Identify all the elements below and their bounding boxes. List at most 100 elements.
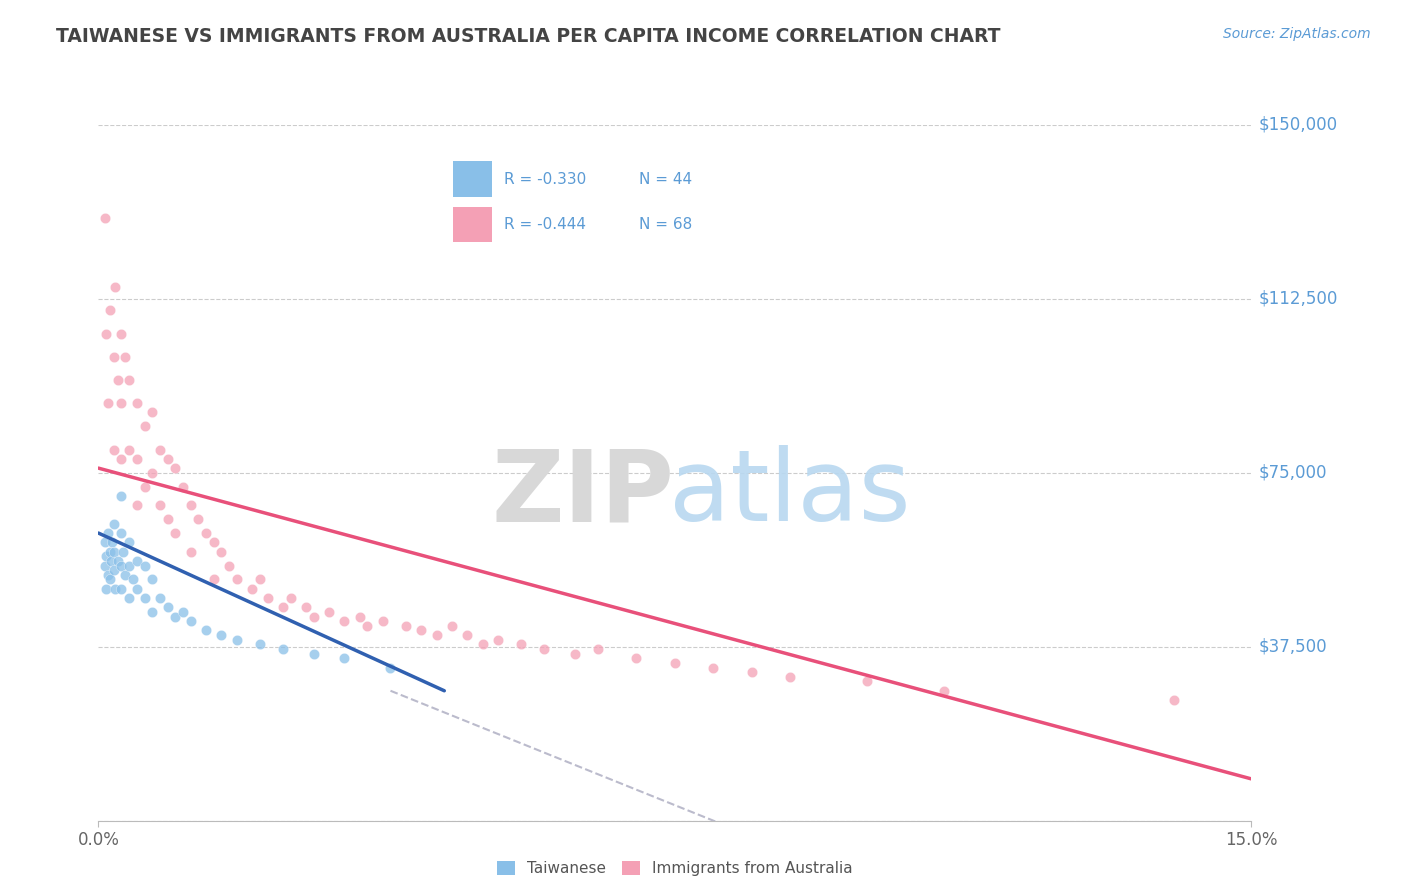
Point bbox=[180, 614, 202, 628]
Text: R = -0.330: R = -0.330 bbox=[505, 171, 586, 186]
Point bbox=[156, 451, 179, 466]
Point bbox=[195, 526, 218, 541]
Point bbox=[134, 419, 156, 434]
Point bbox=[318, 605, 340, 619]
Point bbox=[93, 558, 115, 573]
Point bbox=[118, 373, 141, 387]
Point bbox=[202, 573, 225, 587]
Point bbox=[156, 600, 179, 615]
Point bbox=[110, 396, 132, 410]
Point bbox=[149, 498, 172, 512]
Point bbox=[94, 549, 117, 564]
Point bbox=[103, 563, 125, 577]
Point bbox=[156, 512, 179, 526]
Point bbox=[122, 573, 145, 587]
Point bbox=[426, 628, 449, 642]
Point bbox=[280, 591, 302, 605]
Point bbox=[586, 642, 609, 657]
Point bbox=[94, 535, 117, 549]
Point bbox=[107, 554, 129, 568]
Point bbox=[125, 582, 148, 596]
Point bbox=[202, 535, 225, 549]
Point bbox=[141, 466, 163, 480]
Point bbox=[125, 451, 148, 466]
FancyBboxPatch shape bbox=[453, 161, 492, 196]
Point bbox=[165, 526, 187, 541]
Point bbox=[626, 651, 648, 665]
Point bbox=[134, 591, 156, 605]
Point bbox=[125, 554, 148, 568]
FancyBboxPatch shape bbox=[453, 207, 492, 243]
Point bbox=[110, 326, 132, 341]
Point bbox=[180, 498, 202, 512]
Point bbox=[141, 573, 163, 587]
Point bbox=[104, 280, 127, 294]
Point bbox=[440, 619, 463, 633]
Point bbox=[114, 567, 136, 582]
Point bbox=[856, 674, 879, 689]
Point bbox=[125, 498, 148, 512]
Point bbox=[395, 619, 418, 633]
Text: $112,500: $112,500 bbox=[1258, 290, 1337, 308]
Point bbox=[510, 637, 533, 651]
Point bbox=[533, 642, 555, 657]
Point bbox=[94, 582, 117, 596]
Point bbox=[165, 609, 187, 624]
Point bbox=[225, 573, 247, 587]
Point bbox=[118, 535, 141, 549]
Point bbox=[110, 489, 132, 503]
Point bbox=[110, 526, 132, 541]
Point bbox=[195, 624, 218, 638]
Point bbox=[134, 480, 156, 494]
Point bbox=[110, 582, 132, 596]
Point bbox=[97, 526, 120, 541]
Point bbox=[125, 396, 148, 410]
Point bbox=[98, 544, 121, 558]
Point bbox=[98, 303, 121, 318]
Point bbox=[271, 642, 294, 657]
Point bbox=[101, 535, 124, 549]
Text: $150,000: $150,000 bbox=[1258, 116, 1337, 134]
Point bbox=[94, 326, 117, 341]
Point bbox=[187, 512, 209, 526]
Point bbox=[333, 614, 356, 628]
Point bbox=[349, 609, 371, 624]
Point bbox=[333, 651, 356, 665]
Point bbox=[104, 582, 127, 596]
Point bbox=[249, 573, 271, 587]
Point bbox=[118, 591, 141, 605]
Point bbox=[295, 600, 318, 615]
Point bbox=[302, 647, 325, 661]
Point bbox=[249, 637, 271, 651]
Point bbox=[149, 591, 172, 605]
Point bbox=[456, 628, 478, 642]
Point bbox=[664, 656, 686, 670]
Text: ZIP: ZIP bbox=[491, 445, 673, 542]
Text: Source: ZipAtlas.com: Source: ZipAtlas.com bbox=[1223, 27, 1371, 41]
Text: N = 68: N = 68 bbox=[640, 218, 692, 232]
Point bbox=[271, 600, 294, 615]
Point bbox=[93, 211, 115, 225]
Point bbox=[98, 573, 121, 587]
Point bbox=[103, 544, 125, 558]
Legend: Taiwanese, Immigrants from Australia: Taiwanese, Immigrants from Australia bbox=[491, 855, 859, 882]
Point bbox=[100, 554, 122, 568]
Point bbox=[103, 350, 125, 364]
Point bbox=[103, 516, 125, 531]
Point bbox=[371, 614, 394, 628]
Point bbox=[302, 609, 325, 624]
Point bbox=[180, 544, 202, 558]
Point bbox=[149, 442, 172, 457]
Point bbox=[118, 442, 141, 457]
Point bbox=[256, 591, 278, 605]
Point bbox=[141, 405, 163, 419]
Point bbox=[486, 632, 509, 647]
Point bbox=[356, 619, 378, 633]
Point bbox=[172, 605, 194, 619]
Point bbox=[932, 683, 955, 698]
Point bbox=[1163, 693, 1185, 707]
Point bbox=[97, 396, 120, 410]
Text: N = 44: N = 44 bbox=[640, 171, 692, 186]
Point bbox=[209, 544, 232, 558]
Point bbox=[103, 442, 125, 457]
